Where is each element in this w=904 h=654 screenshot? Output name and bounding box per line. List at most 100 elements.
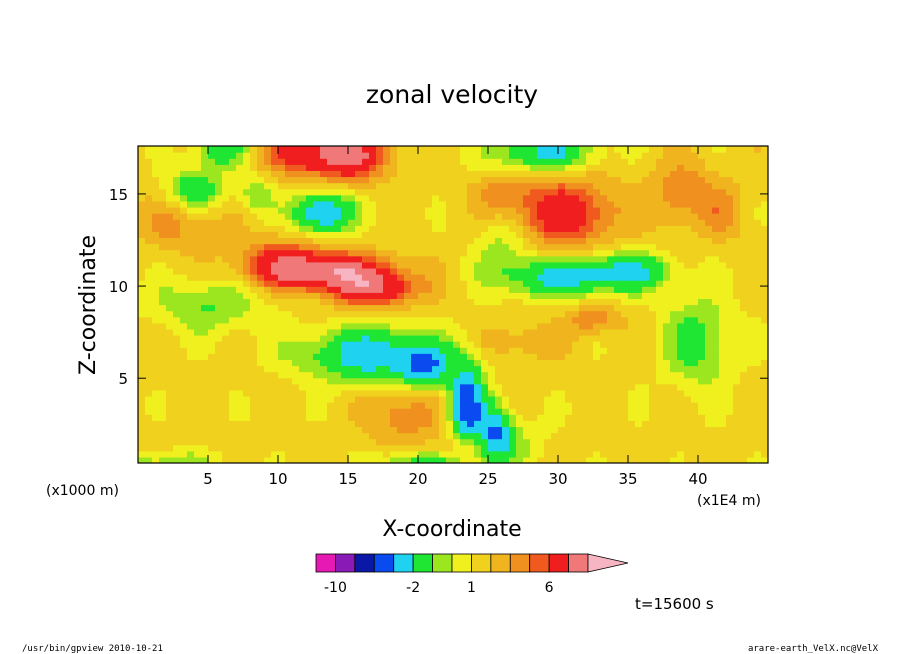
field-cell (208, 444, 216, 452)
field-cell (432, 383, 440, 391)
field-cell (236, 261, 244, 269)
field-cell (397, 444, 405, 452)
field-cell (425, 146, 433, 153)
field-cell (642, 170, 650, 178)
field-cell (306, 402, 314, 409)
field-cell (159, 231, 167, 239)
field-cell (334, 243, 342, 251)
field-cell (663, 146, 671, 153)
field-cell (495, 213, 503, 220)
field-cell (418, 408, 426, 415)
field-cell (509, 426, 517, 434)
field-cell (453, 450, 461, 458)
field-cell (677, 426, 685, 434)
field-cell (481, 194, 489, 202)
field-cell (257, 213, 265, 220)
field-cell (544, 231, 552, 239)
field-cell (481, 225, 489, 232)
field-cell (145, 280, 153, 287)
field-cell (579, 255, 587, 263)
field-cell (327, 206, 335, 214)
field-cell (663, 286, 671, 293)
field-cell (250, 267, 258, 275)
field-cell (586, 347, 594, 354)
field-cell (474, 371, 482, 379)
field-cell (187, 255, 195, 263)
field-cell (691, 377, 699, 385)
field-cell (383, 347, 391, 354)
field-cell (369, 347, 377, 354)
field-cell (152, 280, 160, 287)
field-cell (327, 359, 335, 367)
field-cell (418, 225, 426, 232)
field-cell (544, 298, 552, 306)
field-cell (187, 292, 195, 300)
field-cell (649, 286, 657, 293)
field-cell (411, 353, 419, 360)
field-cell (383, 164, 391, 171)
field-cell (726, 316, 734, 324)
field-cell (264, 243, 272, 251)
field-cell (474, 341, 482, 348)
field-cell (621, 219, 629, 226)
field-cell (691, 456, 699, 463)
field-cell (642, 328, 650, 336)
field-cell (572, 304, 580, 312)
field-cell (138, 176, 146, 184)
field-cell (285, 322, 293, 330)
field-cell (229, 146, 237, 153)
field-cell (404, 420, 412, 428)
field-cell (376, 328, 384, 336)
field-cell (719, 213, 727, 220)
field-cell (593, 420, 601, 428)
field-cell (642, 267, 650, 275)
field-cell (285, 213, 293, 220)
field-cell (495, 237, 503, 245)
field-cell (726, 426, 734, 434)
field-cell (376, 249, 384, 257)
field-cell (537, 237, 545, 245)
field-cell (397, 255, 405, 263)
field-cell (761, 164, 768, 171)
field-cell (327, 194, 335, 202)
field-cell (740, 310, 748, 318)
field-cell (327, 219, 335, 226)
field-cell (628, 146, 636, 153)
field-cell (173, 286, 181, 293)
field-cell (320, 371, 328, 379)
field-cell (285, 255, 293, 263)
field-cell (705, 158, 713, 165)
field-cell (698, 194, 706, 202)
field-cell (152, 225, 160, 232)
field-cell (565, 359, 573, 367)
field-cell (173, 146, 181, 153)
field-cell (551, 280, 559, 287)
field-cell (313, 402, 321, 409)
field-cell (495, 456, 503, 463)
field-cell (691, 274, 699, 281)
field-cell (334, 365, 342, 373)
field-cell (369, 444, 377, 452)
field-cell (138, 438, 146, 446)
field-cell (432, 402, 440, 409)
field-cell (222, 353, 230, 360)
field-cell (187, 365, 195, 373)
field-cell (250, 298, 258, 306)
field-cell (691, 200, 699, 208)
field-cell (313, 194, 321, 202)
field-cell (600, 170, 608, 178)
field-cell (278, 164, 286, 171)
field-cell (509, 206, 517, 214)
field-cell (607, 328, 615, 336)
field-cell (201, 426, 209, 434)
field-cell (607, 365, 615, 373)
field-cell (516, 219, 524, 226)
field-cell (740, 243, 748, 251)
field-cell (621, 432, 629, 440)
field-cell (537, 316, 545, 324)
field-cell (264, 359, 272, 367)
field-cell (173, 377, 181, 385)
field-cell (453, 438, 461, 446)
field-cell (558, 267, 566, 275)
field-cell (621, 310, 629, 318)
